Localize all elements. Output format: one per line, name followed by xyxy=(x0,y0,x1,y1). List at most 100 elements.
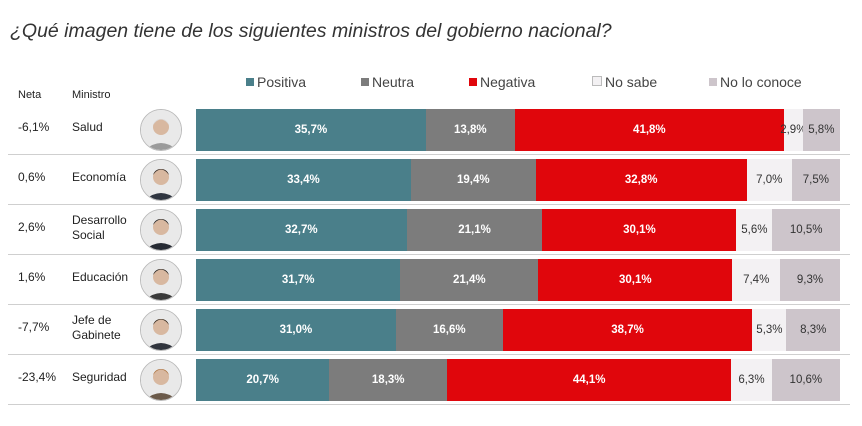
minister-photo xyxy=(140,159,182,201)
legend-label: Negativa xyxy=(480,74,536,90)
chart-title: ¿Qué imagen tiene de los siguientes mini… xyxy=(10,20,612,42)
legend-item: Negativa xyxy=(469,74,535,90)
row-divider xyxy=(8,154,850,155)
bar-value-label: 7,5% xyxy=(802,174,829,186)
minister-photo xyxy=(140,209,182,251)
bar-segment: 10,5% xyxy=(772,209,840,251)
bar-value-label: 13,8% xyxy=(454,124,487,136)
bar-segment: 35,7% xyxy=(196,109,426,151)
bar-segment: 18,3% xyxy=(329,359,448,401)
minister-photo xyxy=(140,259,182,301)
bar-value-label: 20,7% xyxy=(246,374,279,386)
ministry-label-line: Economía xyxy=(72,170,127,184)
bar-value-label: 2,9% xyxy=(780,124,807,136)
bar-value-label: 5,6% xyxy=(741,224,768,236)
bar-segment: 38,7% xyxy=(502,309,753,351)
bar-value-label: 5,8% xyxy=(808,124,835,136)
legend-label: Neutra xyxy=(372,74,415,90)
ministry-label: Jefe de Gabinete xyxy=(72,313,121,343)
bar-value-label: 21,1% xyxy=(458,224,491,236)
legend-item: Neutra xyxy=(361,74,414,90)
bar-value-label: 16,6% xyxy=(433,324,466,336)
minister-photo-icon xyxy=(141,160,181,200)
bar-value-label: 33,4% xyxy=(287,174,320,186)
minister-photo-icon xyxy=(141,260,181,300)
bar-segment: 41,8% xyxy=(514,109,784,151)
neta-value: 1,6% xyxy=(18,270,46,284)
minister-photo xyxy=(140,109,182,151)
legend-label: Positiva xyxy=(257,74,307,90)
ministry-label: Desarrollo Social xyxy=(72,213,127,243)
bar-value-label: 35,7% xyxy=(294,124,328,136)
bar-segment: 44,1% xyxy=(447,359,732,401)
chart-row: 0,6% Economía 33,4% 19,4% 32,8% 7,0% 7,5% xyxy=(0,155,862,205)
row-divider xyxy=(8,354,850,355)
bar-segment: 32,8% xyxy=(535,159,747,201)
ministry-label-line: Desarrollo xyxy=(72,213,127,227)
bar-value-label: 31,7% xyxy=(281,274,315,286)
stacked-bar: 35,7% 13,8% 41,8% 2,9% 5,8% xyxy=(196,109,840,151)
neta-value: 0,6% xyxy=(18,170,46,184)
bar-value-label: 9,3% xyxy=(796,274,824,286)
bar-value-label: 5,3% xyxy=(756,324,783,336)
bar-segment: 16,6% xyxy=(395,309,503,351)
bar-segment: 6,3% xyxy=(731,359,772,401)
minister-photo-icon xyxy=(141,110,181,150)
bar-value-label: 38,7% xyxy=(611,324,644,336)
ministry-label-line: Social xyxy=(72,228,105,242)
bar-segment: 33,4% xyxy=(196,159,411,201)
header-neta: Neta xyxy=(18,89,42,101)
ministry-label: Economía xyxy=(72,170,126,185)
ministry-label-line: Seguridad xyxy=(72,370,127,384)
bar-value-label: 19,4% xyxy=(456,174,490,186)
bar-segment: 10,6% xyxy=(771,359,840,401)
legend-item: No sabe xyxy=(592,74,657,90)
bar-segment: 8,3% xyxy=(786,309,840,351)
minister-photo xyxy=(140,309,182,351)
header-ministro: Ministro xyxy=(72,89,111,101)
legend-label: No lo conoce xyxy=(720,74,802,90)
bar-value-label: 41,8% xyxy=(633,124,666,136)
chart-row: -23,4% Seguridad 20,7% 18,3% 44,1% 6,3% 10,6% xyxy=(0,355,862,405)
legend-swatch xyxy=(361,78,369,86)
chart-row: 1,6% Educación 31,7% 21,4% 30,1% 7,4% 9,3% xyxy=(0,255,862,305)
bar-segment: 9,3% xyxy=(780,259,840,301)
bar-segment: 7,5% xyxy=(791,159,840,201)
neta-value: -23,4% xyxy=(18,370,57,384)
bar-segment: 5,6% xyxy=(736,209,773,251)
bar-value-label: 7,4% xyxy=(743,274,770,286)
minister-photo xyxy=(140,359,182,401)
legend-swatch xyxy=(469,78,477,86)
ministry-label: Educación xyxy=(72,270,128,285)
bar-segment: 30,1% xyxy=(542,209,737,251)
neta-value: -6,1% xyxy=(18,120,50,134)
legend-label: No sabe xyxy=(605,74,658,90)
bar-segment: 21,4% xyxy=(400,259,539,301)
row-divider xyxy=(8,254,850,255)
bar-value-label: 31,0% xyxy=(279,324,313,336)
legend-swatch xyxy=(246,78,254,86)
bar-segment: 7,4% xyxy=(732,259,781,301)
bar-segment: 32,7% xyxy=(196,209,407,251)
legend: Positiva Neutra Negativa No sabe No lo conoc… xyxy=(0,74,862,92)
minister-photo-icon xyxy=(141,310,181,350)
bar-value-label: 7,0% xyxy=(756,174,783,186)
bar-segment: 19,4% xyxy=(410,159,536,201)
bar-value-label: 10,6% xyxy=(789,374,823,386)
legend-item: Positiva xyxy=(246,74,306,90)
bar-segment: 5,8% xyxy=(802,109,840,151)
bar-value-label: 18,3% xyxy=(371,374,405,386)
legend-swatch xyxy=(592,76,602,86)
stacked-bar: 31,7% 21,4% 30,1% 7,4% 9,3% xyxy=(196,259,840,301)
bar-segment: 2,9% xyxy=(780,109,806,151)
bar-value-label: 8,3% xyxy=(800,324,827,336)
bar-segment: 21,1% xyxy=(406,209,543,251)
ministry-label-line: Educación xyxy=(72,270,129,284)
chart-row: -6,1% Salud 35,7% 13,8% 41,8% 2,9% 5,8% xyxy=(0,105,862,155)
ministry-label: Seguridad xyxy=(72,370,127,385)
ministry-label-line: Salud xyxy=(72,120,103,134)
bar-segment: 31,0% xyxy=(196,309,396,351)
bar-segment: 13,8% xyxy=(425,109,515,151)
neta-value: 2,6% xyxy=(18,220,46,234)
ministry-label-line: Gabinete xyxy=(72,328,121,342)
